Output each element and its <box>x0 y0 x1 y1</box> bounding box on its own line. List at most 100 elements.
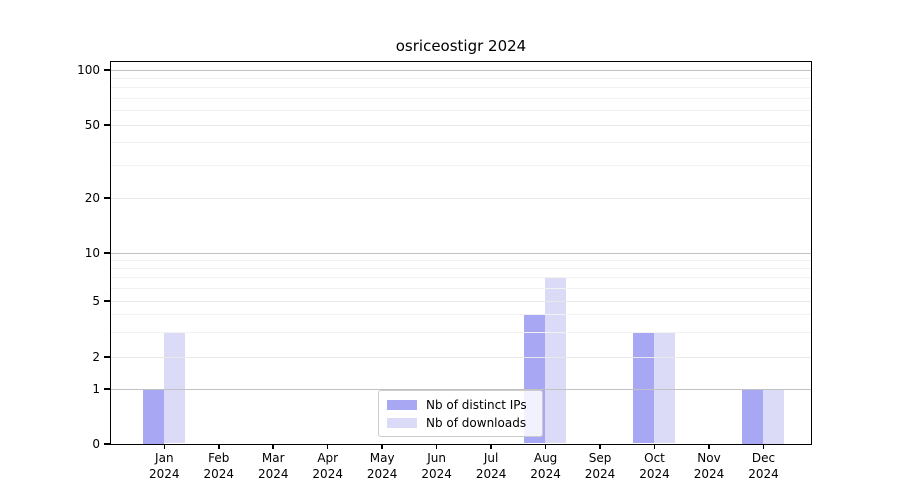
x-tick-year: 2024 <box>257 467 289 481</box>
x-tick-mark-feb <box>218 444 220 449</box>
x-tick-label-dec: Dec 2024 <box>733 450 793 482</box>
x-tick-year: 2024 <box>421 467 452 481</box>
y-tick-mark-10 <box>104 252 110 254</box>
gridline-y-20 <box>110 197 811 199</box>
gridline-y-60 <box>110 110 811 112</box>
y-tick-label-2: 2 <box>92 350 100 364</box>
x-tick-mark-sep <box>599 444 601 449</box>
x-tick-label-may: May 2024 <box>352 450 412 482</box>
gridline-y-80 <box>110 87 811 89</box>
y-tick-mark-0 <box>104 443 110 445</box>
x-tick-month: Sep <box>588 451 612 465</box>
y-tick-mark-20 <box>104 197 110 199</box>
y-tick-mark-100 <box>104 69 110 71</box>
x-tick-mark-dec <box>762 444 765 449</box>
chart-title: osriceostigr 2024 <box>395 37 527 55</box>
gridline-y-6 <box>110 287 811 289</box>
x-tick-mark-jan <box>163 444 166 449</box>
gridline-y-9 <box>110 259 811 261</box>
x-tick-month: Oct <box>644 451 665 465</box>
x-tick-year: 2024 <box>475 467 507 481</box>
x-tick-month: Jun <box>427 451 447 465</box>
y-tick-label-0: 0 <box>92 437 100 451</box>
bar-downloads-dec <box>762 388 784 444</box>
bar-downloads-aug <box>545 277 567 444</box>
x-tick-year: 2024 <box>639 467 670 481</box>
gridline-y-90 <box>110 77 811 79</box>
bar-distinct-ips-dec <box>741 388 763 444</box>
y-tick-label-50: 50 <box>84 118 100 132</box>
x-tick-mark-may <box>381 444 383 449</box>
x-tick-month: Dec <box>751 451 776 465</box>
x-tick-label-jan: Jan 2024 <box>134 450 194 482</box>
gridline-y-7 <box>110 277 811 279</box>
x-tick-label-apr: Apr 2024 <box>298 450 358 482</box>
bar-distinct-ips-jan <box>142 388 164 444</box>
x-tick-label-aug: Aug 2024 <box>516 450 576 482</box>
x-tick-mark-oct <box>653 444 656 449</box>
y-tick-label-1: 1 <box>92 382 100 396</box>
y-tick-mark-1 <box>104 388 110 390</box>
x-tick-month: Nov <box>697 451 721 465</box>
gridline-y-100 <box>110 69 811 71</box>
x-tick-label-oct: Oct 2024 <box>625 450 685 482</box>
x-tick-mark-apr <box>326 444 329 449</box>
y-tick-mark-50 <box>104 124 110 126</box>
gridline-y-10 <box>110 252 811 254</box>
y-tick-mark-2 <box>104 356 110 358</box>
x-tick-year: 2024 <box>530 467 561 481</box>
x-tick-month: Jul <box>483 451 499 465</box>
x-tick-month: May <box>369 451 395 465</box>
legend-swatch-distinct-ips <box>387 399 417 410</box>
gridline-y-5 <box>110 300 811 302</box>
x-tick-mark-jun <box>435 444 438 449</box>
x-tick-month: Aug <box>533 451 558 465</box>
plot-area <box>109 60 812 445</box>
x-tick-label-nov: Nov 2024 <box>679 450 739 482</box>
legend: Nb of distinct IPs Nb of downloads <box>378 390 543 437</box>
legend-label-distinct-ips: Nb of distinct IPs <box>426 397 527 412</box>
x-tick-year: 2024 <box>584 467 616 481</box>
bar-downloads-oct <box>654 331 676 444</box>
x-tick-month: Feb <box>208 451 230 465</box>
gridline-y-1 <box>110 388 811 390</box>
x-tick-month: Mar <box>261 451 285 465</box>
legend-swatch-downloads <box>387 417 417 428</box>
gridline-y-8 <box>110 267 811 269</box>
legend-label-downloads: Nb of downloads <box>426 415 527 430</box>
x-tick-label-jul: Jul 2024 <box>461 450 521 482</box>
bar-distinct-ips-oct <box>633 331 655 444</box>
legend-item-distinct-ips: Nb of distinct IPs <box>387 397 534 412</box>
x-tick-mark-nov <box>708 444 710 449</box>
legend-item-downloads: Nb of downloads <box>387 415 534 430</box>
y-tick-label-100: 100 <box>77 63 100 77</box>
gridline-y-3 <box>110 331 811 333</box>
x-tick-label-mar: Mar 2024 <box>243 450 303 482</box>
y-tick-label-5: 5 <box>92 294 100 308</box>
x-tick-mark-aug <box>544 444 547 449</box>
x-tick-year: 2024 <box>149 467 180 481</box>
gridline-y-30 <box>110 165 811 167</box>
x-tick-year: 2024 <box>693 467 725 481</box>
x-tick-label-jun: Jun 2024 <box>407 450 467 482</box>
y-tick-label-10: 10 <box>84 246 100 260</box>
x-tick-mark-jul <box>490 444 492 449</box>
x-tick-year: 2024 <box>748 467 779 481</box>
bar-downloads-jan <box>163 331 185 444</box>
x-tick-year: 2024 <box>312 467 343 481</box>
x-tick-label-feb: Feb 2024 <box>189 450 249 482</box>
x-tick-month: Jan <box>155 451 174 465</box>
x-tick-label-sep: Sep 2024 <box>570 450 630 482</box>
y-tick-mark-5 <box>104 300 110 302</box>
x-tick-year: 2024 <box>203 467 235 481</box>
gridline-y-2 <box>110 356 811 358</box>
x-tick-year: 2024 <box>366 467 398 481</box>
gridline-y-4 <box>110 314 811 316</box>
x-tick-mark-mar <box>272 444 274 449</box>
gridline-y-40 <box>110 142 811 144</box>
y-tick-label-20: 20 <box>84 191 100 205</box>
bars-layer <box>111 62 811 444</box>
gridline-y-70 <box>110 97 811 99</box>
x-tick-month: Apr <box>317 451 339 465</box>
